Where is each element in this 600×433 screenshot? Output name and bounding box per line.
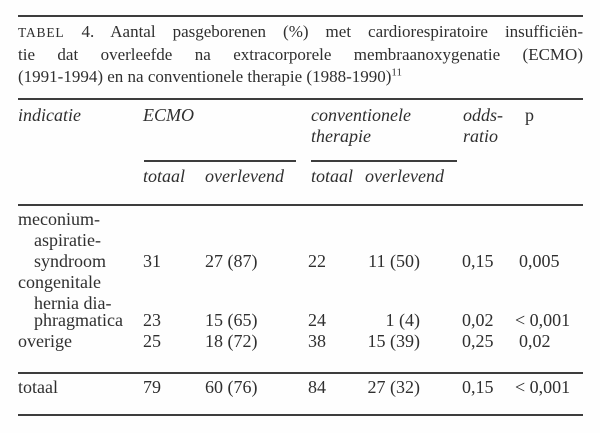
subheader-ecmo-totaal: totaal [143, 166, 186, 186]
row-2-label-line-3: phragmatica [34, 310, 123, 330]
row-3-label: overige [18, 331, 72, 351]
cell-row-1-p: 0,005 [519, 251, 560, 271]
row-1-label-line-3: syndroom [34, 251, 106, 271]
caption-line-1: TABEL 4. Aantal pasgeborenen (%) met car… [18, 21, 583, 44]
cell-row-3-p: 0,02 [519, 331, 551, 351]
cell-row-3-ecmo-totaal: 25 [143, 331, 161, 351]
cell-row-3-odds-ratio: 0,25 [462, 331, 494, 351]
column-header-ecmo: ECMO [143, 105, 194, 125]
column-header-indicatie: indicatie [18, 105, 81, 125]
cell-row-2-conv-totaal: 24 [308, 310, 326, 330]
rule-below-caption [18, 98, 583, 100]
cell-row-3-conv-overlevend: 15 (39) [367, 331, 421, 351]
column-header-p: p [525, 105, 534, 125]
cell-row-2-p: < 0,001 [515, 310, 571, 330]
row-1-label-line-1: meconium- [18, 209, 100, 229]
subheader-ecmo-overlevend: overlevend [205, 166, 284, 186]
cell-totals-odds-ratio: 0,15 [462, 377, 494, 397]
caption-line-3: (1991-1994) en na conventionele therapie… [18, 66, 583, 88]
cell-row-3-ecmo-overlevend: 18 (72) [205, 331, 258, 351]
cell-row-1-ecmo-totaal: 31 [143, 251, 161, 271]
rule-bottom [18, 414, 583, 416]
caption-line-2: tie dat overleefde na extracorporele mem… [18, 44, 583, 66]
cell-row-1-conv-totaal: 22 [308, 251, 326, 271]
cell-totals-conv-overlevend: 27 (32) [367, 377, 421, 397]
row-2-label-line-1: congenitale [18, 272, 101, 292]
table-caption: TABEL 4. Aantal pasgeborenen (%) met car… [18, 21, 583, 88]
caption-tabel-label: TABEL [18, 25, 65, 40]
subheader-conv-overlevend: overlevend [365, 166, 444, 186]
cell-totals-ecmo-overlevend: 60 (76) [205, 377, 258, 397]
caption-line-2-text: tie dat overleefde na extracorporele mem… [18, 45, 583, 64]
totals-row-label: totaal [18, 377, 58, 397]
cell-row-1-odds-ratio: 0,15 [462, 251, 494, 271]
rule-below-header [18, 204, 583, 206]
subheader-conv-totaal: totaal [311, 166, 354, 186]
row-1-label-line-2: aspiratie- [34, 230, 101, 250]
column-header-conventionele-line-1: conventionele [311, 105, 411, 125]
column-header-odds-line-2: ratio [463, 126, 499, 146]
cell-row-2-conv-overlevend: 1 (4) [385, 310, 421, 330]
cell-row-2-ecmo-totaal: 23 [143, 310, 161, 330]
rule-above-totals [18, 372, 583, 374]
cell-row-3-conv-totaal: 38 [308, 331, 326, 351]
cell-totals-ecmo-totaal: 79 [143, 377, 161, 397]
rule-spanner-ecmo [144, 160, 296, 162]
column-header-conventionele-line-2: therapie [311, 126, 371, 146]
caption-footnote-reference: 11 [391, 66, 402, 79]
row-2-label-line-2: hernia dia- [34, 293, 112, 313]
cell-totals-conv-totaal: 84 [308, 377, 326, 397]
cell-totals-p: < 0,001 [515, 377, 571, 397]
caption-line-1-text: 4. Aantal pasgeborenen (%) met cardiores… [81, 22, 583, 41]
rule-spanner-conventionele [311, 160, 457, 162]
cell-row-2-odds-ratio: 0,02 [462, 310, 494, 330]
cell-row-1-ecmo-overlevend: 27 (87) [205, 251, 258, 271]
caption-line-3-text: (1991-1994) en na conventionele therapie… [18, 67, 392, 86]
cell-row-1-conv-overlevend: 11 (50) [368, 251, 420, 271]
cell-row-2-ecmo-overlevend: 15 (65) [205, 310, 258, 330]
rule-top [18, 15, 583, 17]
column-header-odds-line-1: odds- [463, 105, 503, 125]
